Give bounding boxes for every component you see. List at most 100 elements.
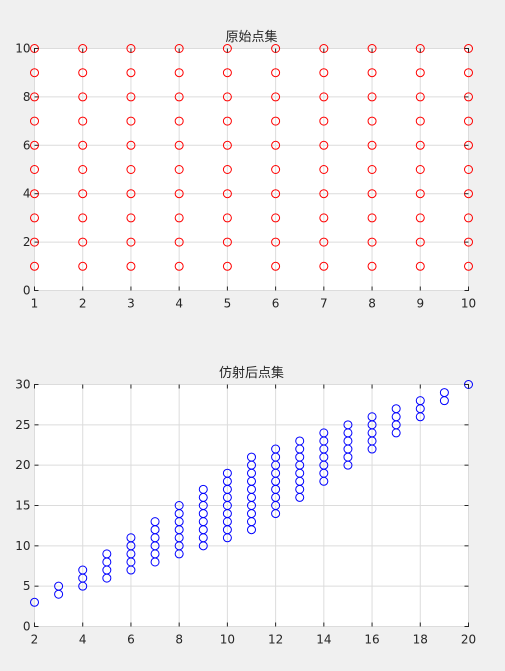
data-point — [126, 165, 136, 174]
data-point — [150, 517, 160, 527]
data-point — [415, 261, 425, 271]
y-tick-label: 25 — [15, 418, 30, 432]
x-tick-label: 10 — [220, 633, 235, 647]
data-point — [415, 140, 425, 150]
gridlines-original — [34, 48, 469, 291]
data-point — [222, 468, 232, 478]
data-point — [198, 484, 208, 494]
data-point — [464, 261, 473, 271]
data-point — [367, 412, 377, 422]
data-point — [415, 68, 425, 78]
data-point — [319, 140, 329, 150]
data-point — [415, 165, 425, 174]
x-tick-label: 3 — [127, 297, 135, 311]
subplot-original-points: 1 2 3 4 5 6 7 8 9 10 0 2 4 6 8 10 原始点集 — [15, 29, 476, 311]
x-tick-label: 7 — [320, 297, 328, 311]
data-point — [126, 189, 136, 199]
data-point — [30, 213, 39, 223]
data-point — [319, 261, 329, 271]
y-tick-label: 4 — [23, 187, 31, 201]
y-tick-label: 10 — [15, 42, 30, 56]
data-point — [78, 68, 88, 78]
data-point — [415, 92, 425, 102]
data-point — [464, 165, 473, 174]
data-point — [271, 189, 281, 199]
x-tick-label: 18 — [413, 633, 428, 647]
data-point — [222, 213, 232, 223]
data-point — [174, 140, 184, 150]
points-affine — [30, 380, 473, 607]
data-point — [415, 396, 425, 406]
x-tick-label: 1 — [31, 297, 39, 311]
data-point — [439, 388, 449, 398]
data-point — [271, 68, 281, 78]
data-point — [78, 189, 88, 199]
data-point — [174, 68, 184, 78]
data-point — [126, 68, 136, 78]
x-tick-label: 5 — [224, 297, 232, 311]
data-point — [126, 237, 136, 247]
y-tick-label: 15 — [15, 499, 30, 513]
data-point — [174, 92, 184, 102]
data-point — [247, 452, 256, 462]
x-tick-label: 2 — [79, 297, 87, 311]
data-point — [222, 140, 232, 150]
data-point — [271, 213, 281, 223]
data-point — [102, 549, 112, 559]
data-point — [78, 165, 88, 174]
plot-area-original — [34, 48, 469, 291]
data-point — [343, 420, 353, 430]
data-point — [319, 92, 329, 102]
data-point — [78, 565, 88, 575]
data-point — [174, 237, 184, 247]
data-point — [367, 237, 377, 247]
data-point — [126, 261, 136, 271]
points-original — [30, 44, 473, 271]
data-point — [222, 92, 232, 102]
y-tick-label: 10 — [15, 539, 30, 553]
x-tick-label: 16 — [364, 633, 379, 647]
data-point — [78, 116, 88, 126]
chart-title-affine: 仿射后点集 — [219, 365, 284, 381]
data-point — [367, 213, 377, 223]
data-point — [415, 213, 425, 223]
x-tick-label: 6 — [272, 297, 280, 311]
data-point — [367, 165, 377, 174]
data-point — [271, 140, 281, 150]
data-point — [367, 92, 377, 102]
x-tick-label: 20 — [461, 633, 476, 647]
x-tick-label: 8 — [175, 633, 183, 647]
data-point — [126, 116, 136, 126]
data-point — [222, 261, 232, 271]
data-point — [464, 116, 473, 126]
data-point — [174, 261, 184, 271]
data-point — [78, 140, 88, 150]
data-point — [54, 581, 64, 591]
data-point — [126, 92, 136, 102]
data-point — [78, 261, 88, 271]
data-point — [271, 444, 281, 454]
data-point — [295, 436, 305, 446]
data-point — [367, 68, 377, 78]
data-point — [78, 92, 88, 102]
data-point — [415, 116, 425, 126]
data-point — [30, 165, 39, 174]
data-point — [464, 68, 473, 78]
data-point — [319, 213, 329, 223]
y-tick-label: 2 — [23, 235, 31, 249]
data-point — [319, 189, 329, 199]
data-point — [174, 165, 184, 174]
x-tick-label: 10 — [461, 297, 476, 311]
data-point — [319, 68, 329, 78]
y-tick-label: 6 — [23, 138, 31, 152]
data-point — [30, 68, 39, 78]
data-point — [126, 140, 136, 150]
chart-title-original: 原始点集 — [225, 29, 277, 45]
data-point — [464, 213, 473, 223]
data-point — [415, 189, 425, 199]
data-point — [126, 533, 136, 543]
data-point — [271, 116, 281, 126]
data-point — [367, 261, 377, 271]
data-point — [391, 404, 401, 414]
